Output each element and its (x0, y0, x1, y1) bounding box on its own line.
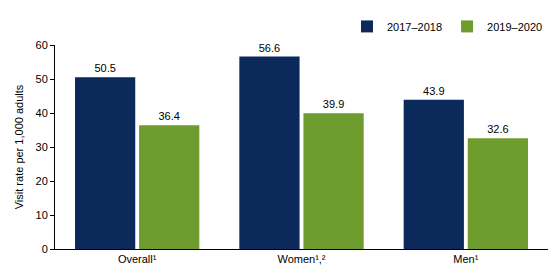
svg-text:36.4: 36.4 (158, 110, 179, 122)
svg-text:0: 0 (42, 243, 48, 255)
svg-text:Visit rate per 1,000 adults: Visit rate per 1,000 adults (13, 84, 25, 209)
svg-text:60: 60 (36, 39, 48, 51)
svg-text:39.9: 39.9 (323, 98, 344, 110)
svg-text:32.6: 32.6 (487, 123, 508, 135)
svg-text:50: 50 (36, 73, 48, 85)
svg-text:10: 10 (36, 209, 48, 221)
svg-text:43.9: 43.9 (423, 85, 444, 97)
svg-text:Women¹,²: Women¹,² (277, 253, 325, 265)
svg-text:56.6: 56.6 (259, 42, 280, 54)
svg-text:20: 20 (36, 175, 48, 187)
svg-text:Overall¹: Overall¹ (118, 253, 157, 265)
svg-text:50.5: 50.5 (94, 62, 115, 74)
svg-text:2019–2020: 2019–2020 (487, 21, 542, 33)
svg-text:2017–2018: 2017–2018 (387, 21, 442, 33)
svg-text:40: 40 (36, 107, 48, 119)
svg-text:Men¹: Men¹ (453, 253, 478, 265)
svg-text:30: 30 (36, 141, 48, 153)
